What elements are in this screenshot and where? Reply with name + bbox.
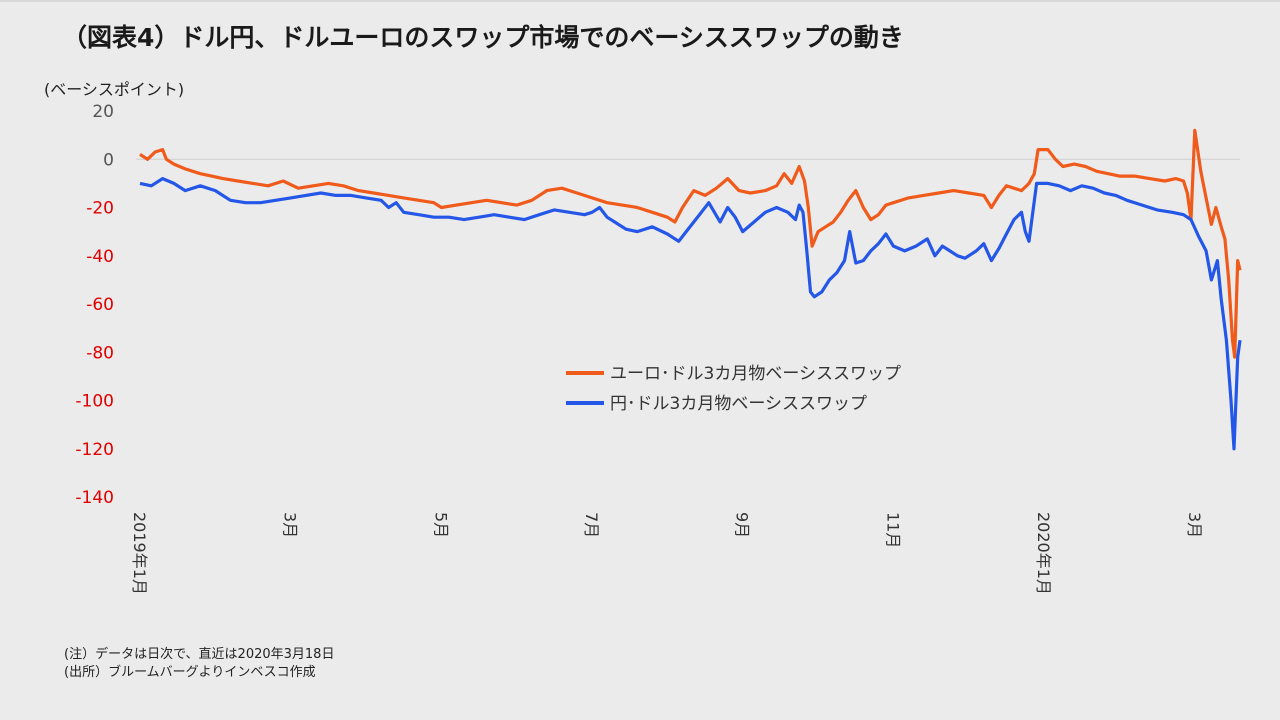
series-lines [139,128,1242,451]
x-tick-label: 11月 [883,512,902,548]
y-tick-label: -60 [86,295,114,315]
x-tick-label: 2020年1月 [1034,512,1053,595]
x-tick-label: 3月 [1185,512,1204,538]
x-tick-label: 7月 [582,512,601,538]
y-tick-label: -100 [75,392,114,412]
y-tick-label: -20 [86,199,114,219]
legend-yen-label: 円･ドル3カ月物ベーシススワップ [610,394,867,414]
series-line-euro [139,128,1242,359]
y-tick-label: 20 [92,102,114,122]
y-tick-label: -40 [86,247,114,267]
x-tick-label: 2019年1月 [130,512,149,595]
legend-euro-label: ユーロ･ドル3カ月物ベーシススワップ [610,364,901,384]
footnote-source: (出所）ブルームバーグよりインベスコ作成 [64,665,316,680]
y-tick-label: -140 [75,488,114,508]
series-line-yen [139,177,1242,451]
footnotes: (注）データは日次で、直近は2020年3月18日 (出所）ブルームバーグよりイン… [64,646,334,682]
x-tick-label: 5月 [431,512,450,538]
x-tick-label: 9月 [733,512,752,538]
y-axis-label: (ベーシスポイント) [44,80,185,99]
y-tick-label: -80 [86,343,114,363]
x-tick-label: 3月 [281,512,300,538]
chart-title: （図表4）ドル円、ドルユーロのスワップ市場でのベーシススワップの動き [62,23,904,52]
y-axis-ticks: 20 0 -20 -40 -60 -80 -100 -120 -140 [75,102,114,508]
footnote-note: (注）データは日次で、直近は2020年3月18日 [64,647,335,662]
top-rule [0,0,1280,2]
x-axis-ticks: 2019年1月 3月 5月 7月 9月 11月 2020年1月 3月 [130,512,1204,595]
y-tick-label: 0 [103,150,114,170]
y-tick-label: -120 [75,440,114,460]
legend: ユーロ･ドル3カ月物ベーシススワップ 円･ドル3カ月物ベーシススワップ [566,364,901,414]
